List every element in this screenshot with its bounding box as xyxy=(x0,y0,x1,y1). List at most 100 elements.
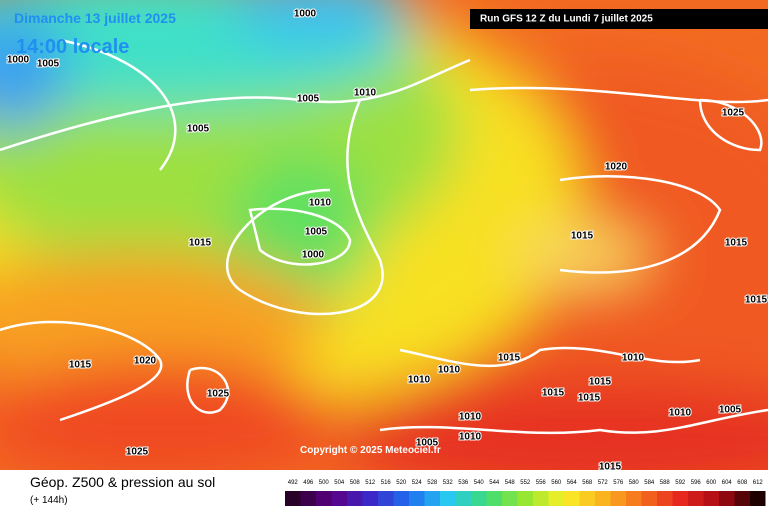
isobar-label: 1005 xyxy=(37,59,60,70)
color-scale: 492 496 500 504 508 512 516 520 524 528 532 536 540 5… xyxy=(285,480,766,506)
scale-label: 588 xyxy=(660,480,671,486)
isobar-label: 1000 xyxy=(294,9,317,20)
scale-swatch xyxy=(548,491,564,506)
isobar-label: 1000 xyxy=(7,55,30,66)
scale-swatch xyxy=(688,491,704,506)
scale-swatch xyxy=(502,491,518,506)
isobar-label: 1010 xyxy=(459,412,482,423)
isobar-label: 1005 xyxy=(305,227,328,238)
scale-label: 600 xyxy=(706,480,717,486)
isobar-label: 1015 xyxy=(69,360,92,371)
run-banner xyxy=(470,9,768,29)
scale-swatch xyxy=(424,491,440,506)
isobar-label: 1015 xyxy=(578,393,601,404)
scale-label: 564 xyxy=(567,480,578,486)
scale-swatch xyxy=(316,491,332,506)
isobar-label: 1005 xyxy=(719,405,742,416)
scale-swatch xyxy=(393,491,409,506)
isobar-label: 1015 xyxy=(189,238,212,249)
isobar-label: 1010 xyxy=(354,88,377,99)
scale-swatch xyxy=(719,491,735,506)
scale-swatch xyxy=(331,491,347,506)
scale-swatch xyxy=(409,491,425,506)
isobar-label: 1015 xyxy=(498,353,521,364)
legend-subtitle: (+ 144h) xyxy=(30,495,68,506)
scale-label: 524 xyxy=(412,480,423,486)
scale-label: 492 xyxy=(288,480,299,486)
isobar-label: 1005 xyxy=(297,94,320,105)
scale-swatch xyxy=(362,491,378,506)
isobar-label: 1005 xyxy=(187,124,210,135)
isobar-label: 1025 xyxy=(722,108,745,119)
scale-label: 572 xyxy=(598,480,609,486)
copyright: Copyright © 2025 Meteociel.fr xyxy=(300,445,441,456)
scale-label: 496 xyxy=(303,480,314,486)
isobar-label: 1015 xyxy=(542,388,565,399)
scale-label: 612 xyxy=(753,480,764,486)
scale-swatch xyxy=(300,491,316,506)
scale-label: 584 xyxy=(644,480,655,486)
scale-swatch xyxy=(734,491,750,506)
scale-swatch xyxy=(378,491,394,506)
legend-title: Géop. Z500 & pression au sol xyxy=(30,474,215,490)
scale-swatch xyxy=(533,491,549,506)
scale-swatch xyxy=(672,491,688,506)
scale-swatch xyxy=(440,491,456,506)
scale-label: 528 xyxy=(427,480,438,486)
scale-label: 552 xyxy=(520,480,531,486)
scale-label: 560 xyxy=(551,480,562,486)
isobar-labels: 1000 1000 1005 1005 1010 1005 1025 1020 1010 1005… xyxy=(6,8,768,474)
scale-swatch xyxy=(564,491,580,506)
isobar-label: 1015 xyxy=(725,238,748,249)
scale-label: 516 xyxy=(381,480,392,486)
scale-label: 508 xyxy=(350,480,361,486)
scale-swatch xyxy=(595,491,611,506)
scale-swatch xyxy=(579,491,595,506)
scale-swatch xyxy=(703,491,719,506)
scale-label: 532 xyxy=(443,480,454,486)
field xyxy=(0,0,768,470)
isobar-label: 1010 xyxy=(438,365,461,376)
isobar-label: 1020 xyxy=(134,356,157,367)
isobar-label: 1010 xyxy=(309,198,332,209)
scale-label: 608 xyxy=(737,480,748,486)
scale-swatch xyxy=(750,491,766,506)
scale-label: 580 xyxy=(629,480,640,486)
scale-label: 596 xyxy=(691,480,702,486)
scale-label: 520 xyxy=(396,480,407,486)
scale-label: 540 xyxy=(474,480,485,486)
scale-swatch xyxy=(486,491,502,506)
isobar-label: 1010 xyxy=(622,353,645,364)
scale-label: 548 xyxy=(505,480,516,486)
scale-swatch xyxy=(610,491,626,506)
run-info: Run GFS 12 Z du Lundi 7 juillet 2025 xyxy=(480,14,653,25)
scale-label: 576 xyxy=(613,480,624,486)
scale-swatch xyxy=(641,491,657,506)
scale-swatch xyxy=(626,491,642,506)
scale-label: 500 xyxy=(319,480,330,486)
scale-swatch xyxy=(517,491,533,506)
isobar-label: 1020 xyxy=(605,162,628,173)
scale-swatch xyxy=(455,491,471,506)
scale-label: 592 xyxy=(675,480,686,486)
isobar-label: 1000 xyxy=(302,250,325,261)
isobar-label: 1015 xyxy=(745,295,768,306)
isobar-label: 1015 xyxy=(599,462,622,473)
scale-label: 536 xyxy=(458,480,469,486)
scale-swatch xyxy=(285,491,301,506)
scale-label: 504 xyxy=(334,480,345,486)
scale-label: 568 xyxy=(582,480,593,486)
isobar-label: 1010 xyxy=(459,432,482,443)
scale-label: 604 xyxy=(722,480,733,486)
isobar-label: 1010 xyxy=(669,408,692,419)
date: Dimanche 13 juillet 2025 xyxy=(14,10,176,26)
scale-label: 556 xyxy=(536,480,547,486)
isobar-label: 1005 xyxy=(416,438,439,449)
isobar-label: 1015 xyxy=(589,377,612,388)
time: 14:00 locale xyxy=(16,36,129,58)
isobar-label: 1025 xyxy=(207,389,230,400)
isobar-label: 1010 xyxy=(408,375,431,386)
isobar-label: 1015 xyxy=(571,231,594,242)
